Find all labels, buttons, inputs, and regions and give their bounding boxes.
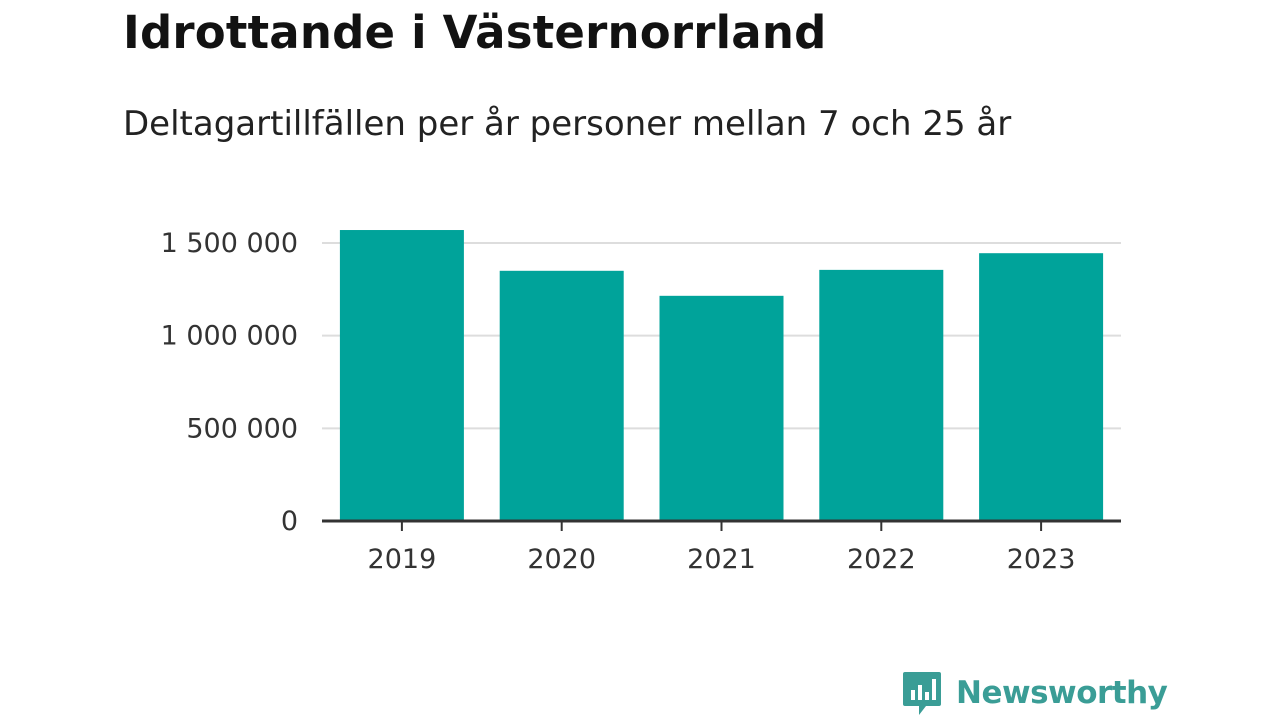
x-tick-label: 2022 [847,544,916,575]
bar [499,270,624,521]
bar-chart: 0 500 000 1 000 000 1 500 000 2019 2020 2021 20… [161,228,1121,575]
chart-subtitle: Deltagartillfällen per år personer mella… [123,104,1012,144]
y-tick-label: 0 [281,506,298,537]
y-tick-label: 1 000 000 [161,321,298,352]
bar [979,253,1104,521]
x-tick-label: 2021 [687,544,756,575]
bar [819,269,944,521]
y-tick-label: 1 500 000 [161,228,298,259]
chart-title: Idrottande i Västernorrland [123,6,827,59]
x-tick-label: 2019 [368,544,437,575]
x-tick-label: 2020 [527,544,596,575]
newsworthy-logo: Newsworthy [902,670,1168,716]
bar [659,295,784,521]
y-tick-label: 500 000 [186,413,298,444]
bar [339,230,464,521]
newsworthy-logo-icon [903,672,941,715]
x-tick-label: 2023 [1007,544,1076,575]
newsworthy-logo-text: Newsworthy [956,675,1168,711]
